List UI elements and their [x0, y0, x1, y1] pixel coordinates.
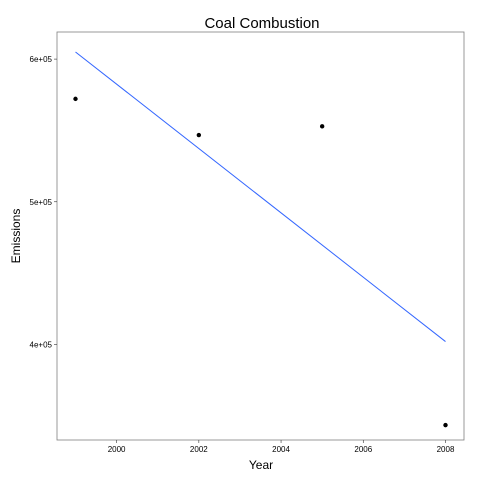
x-tick-label: 2002: [190, 445, 208, 454]
x-tick-label: 2008: [437, 445, 455, 454]
trend-line: [75, 51, 446, 342]
y-tick-label: 4e+05: [30, 340, 53, 349]
x-tick-label: 2004: [272, 445, 290, 454]
x-tick-label: 2006: [354, 445, 372, 454]
y-tick-label: 5e+05: [30, 198, 53, 207]
plot-panel: [56, 31, 465, 441]
data-point: [319, 124, 325, 129]
data-point: [73, 96, 78, 102]
trend-line-layer: [75, 51, 446, 342]
y-axis-title: Emissions: [9, 209, 23, 264]
y-axis: 4e+05 5e+05 6e+05: [30, 55, 57, 349]
chart-title: Coal Combustion: [204, 15, 319, 32]
data-points: [73, 96, 448, 428]
x-tick-label: 2000: [108, 445, 126, 454]
x-axis: 2000 2002 2004 2006 2008: [108, 440, 455, 454]
x-axis-title: Year: [249, 458, 273, 472]
data-point: [196, 132, 202, 138]
data-point: [443, 422, 448, 428]
y-tick-label: 6e+05: [30, 55, 53, 64]
